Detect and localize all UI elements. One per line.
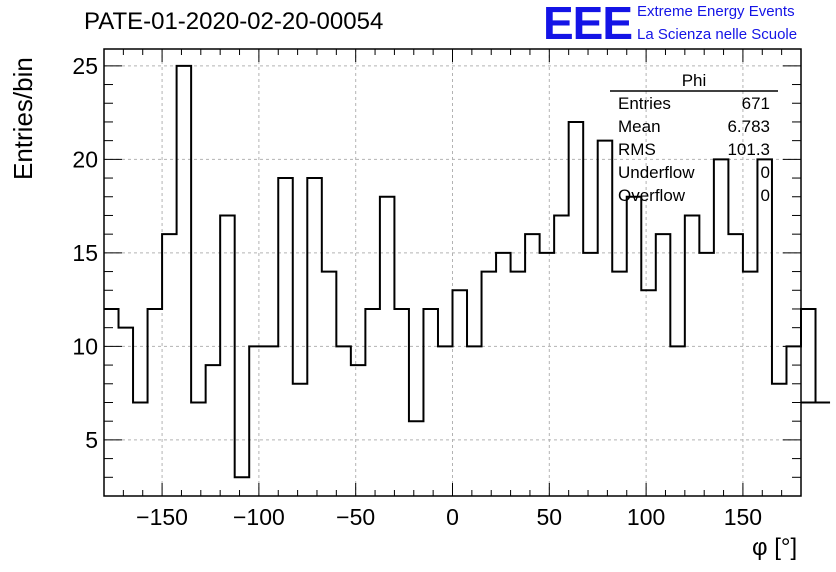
histogram-bin: [816, 402, 831, 496]
stat-label: Overflow: [618, 186, 686, 205]
histogram-bin: [307, 178, 322, 496]
stat-value: 671: [741, 94, 770, 113]
histogram-bin: [409, 421, 424, 496]
histogram-bin: [322, 272, 337, 496]
histogram-bin: [511, 272, 526, 496]
plot-frame: [103, 48, 802, 497]
histogram-bin: [757, 159, 772, 496]
histogram-bin: [467, 346, 482, 496]
histogram-bin: [728, 234, 743, 496]
x-tick-label: 150: [724, 504, 762, 530]
histogram-bin: [351, 365, 366, 496]
histogram-bin: [423, 309, 438, 496]
histogram-bin: [249, 346, 264, 496]
histogram-bin: [554, 215, 569, 496]
x-tick-label: −50: [336, 504, 375, 530]
y-tick-label: 20: [72, 146, 98, 172]
histogram-bin: [177, 66, 192, 496]
stat-label: Entries: [618, 94, 671, 113]
histogram-bin: [743, 272, 758, 496]
chart-title: PATE-01-2020-02-20-00054: [84, 8, 384, 35]
y-tick-label: 15: [72, 240, 98, 266]
y-tick-label: 25: [72, 53, 98, 79]
histogram-bin: [612, 272, 627, 496]
y-tick-label: 5: [85, 427, 98, 453]
histogram-bin: [496, 253, 511, 496]
histogram-bin: [598, 141, 613, 496]
histogram-bin: [569, 122, 584, 496]
histogram-bin: [482, 272, 497, 496]
y-axis-label: Entries/bin: [8, 57, 38, 180]
histogram-bin: [206, 365, 221, 496]
histogram-bin: [293, 384, 308, 496]
eee-logo: EEE: [543, 0, 633, 49]
x-tick-label: −100: [233, 504, 285, 530]
histogram-bin: [670, 346, 685, 496]
histogram-bin: [525, 234, 540, 496]
histogram-bin: [148, 309, 163, 496]
histogram-bin: [264, 346, 279, 496]
histogram-bin: [278, 178, 293, 496]
x-tick-label: −150: [136, 504, 188, 530]
stat-label: Underflow: [618, 163, 695, 182]
histogram-bin: [336, 346, 351, 496]
histogram-bin: [699, 253, 714, 496]
histogram-bins: [104, 66, 830, 496]
histogram-bin: [453, 290, 468, 496]
stat-label: Mean: [618, 117, 661, 136]
histogram-bin: [714, 159, 729, 496]
histogram-bin: [365, 309, 380, 496]
stat-value: 101.3: [727, 140, 770, 159]
histogram-bin: [235, 477, 250, 496]
histogram-bin: [220, 215, 235, 496]
logo-line-2: La Scienza nelle Scuole: [637, 26, 798, 43]
histogram-bin: [394, 309, 409, 496]
x-tick-label: 100: [627, 504, 665, 530]
stat-label: RMS: [618, 140, 656, 159]
histogram-bin: [656, 234, 671, 496]
x-axis-label: φ [°]: [752, 534, 798, 561]
stat-value: 6.783: [727, 117, 770, 136]
histogram-bin: [133, 402, 148, 496]
histogram-bin: [641, 290, 656, 496]
x-tick-label: 0: [446, 504, 459, 530]
histogram-bin: [162, 234, 177, 496]
stat-value: 0: [760, 163, 770, 182]
histogram-bin: [583, 253, 598, 496]
stat-value: 0: [760, 186, 770, 205]
histogram-bin: [438, 346, 453, 496]
histogram-bin: [540, 253, 555, 496]
stats-box-title: Phi: [681, 71, 707, 90]
logo-line-1: Extreme Energy Events: [637, 3, 795, 20]
histogram-bin: [119, 328, 134, 496]
histogram-outline: [104, 64, 831, 479]
x-tick-label: 50: [537, 504, 563, 530]
y-tick-label: 10: [72, 333, 98, 359]
histogram-bin: [191, 402, 206, 496]
histogram-bin: [685, 215, 700, 496]
